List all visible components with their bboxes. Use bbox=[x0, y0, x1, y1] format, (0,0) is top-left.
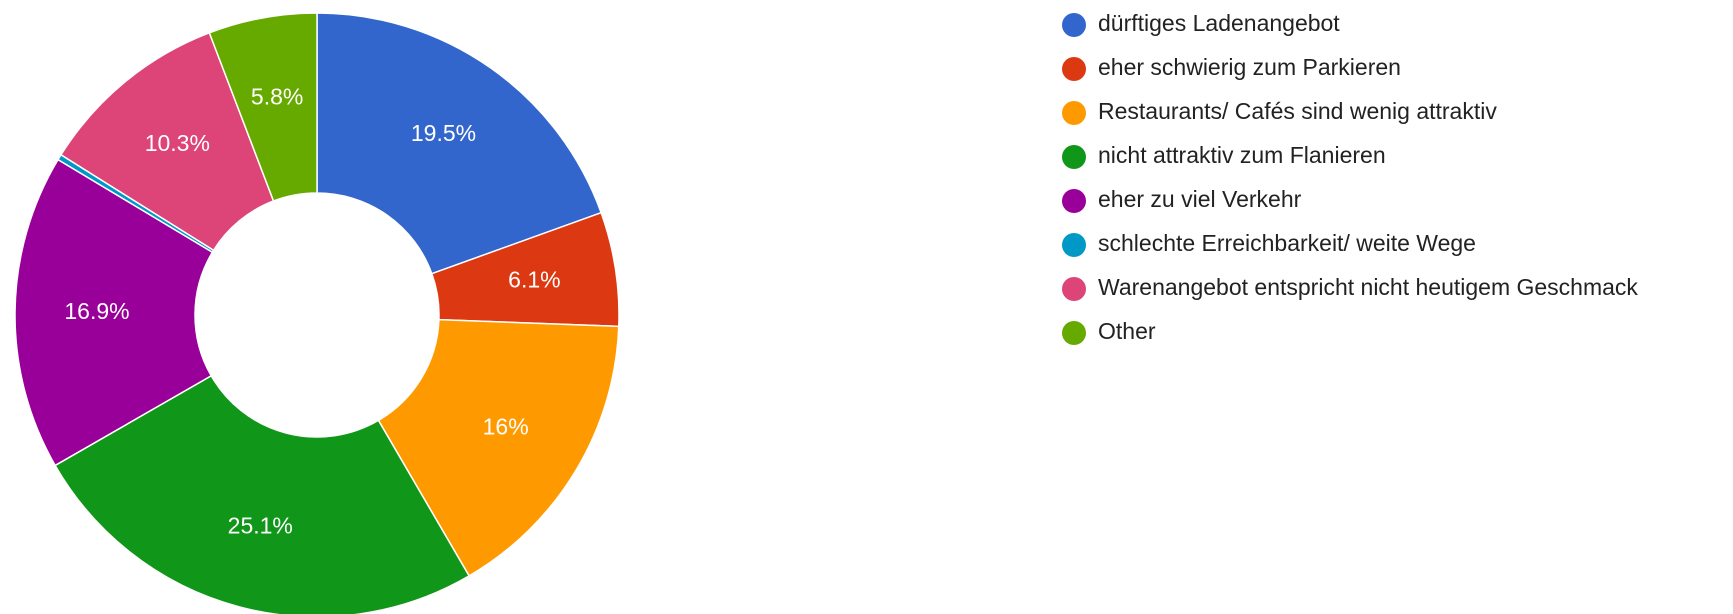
legend-label: Restaurants/ Cafés sind wenig attraktiv bbox=[1098, 98, 1497, 124]
slice bbox=[208, 12, 318, 202]
value-label: 16% bbox=[483, 413, 529, 439]
slice bbox=[377, 318, 620, 577]
value-label: 19.5% bbox=[411, 120, 476, 146]
legend-label: Warenangebot entspricht nicht heutigem G… bbox=[1098, 274, 1638, 300]
slice bbox=[59, 31, 275, 252]
value-label: 10.3% bbox=[145, 130, 210, 156]
legend-swatch bbox=[1062, 57, 1086, 81]
legend-label: eher zu viel Verkehr bbox=[1098, 186, 1302, 212]
slice bbox=[54, 374, 471, 614]
legend-swatch bbox=[1062, 277, 1086, 301]
legend-label: dürftiges Ladenangebot bbox=[1098, 10, 1340, 36]
value-label: 5.8% bbox=[251, 84, 303, 110]
legend-swatch bbox=[1062, 145, 1086, 169]
value-label: 25.1% bbox=[228, 513, 293, 539]
legend-swatch bbox=[1062, 233, 1086, 257]
legend-swatch bbox=[1062, 189, 1086, 213]
legend-label: Other bbox=[1098, 318, 1156, 344]
legend-swatch bbox=[1062, 321, 1086, 345]
legend-label: nicht attraktiv zum Flanieren bbox=[1098, 142, 1386, 168]
slice bbox=[14, 158, 214, 467]
value-label: 6.1% bbox=[508, 266, 560, 292]
value-label: 16.9% bbox=[64, 298, 129, 324]
legend-label: eher schwierig zum Parkieren bbox=[1098, 54, 1401, 80]
slice bbox=[316, 12, 603, 275]
legend-swatch bbox=[1062, 101, 1086, 125]
legend-label: schlechte Erreichbarkeit/ weite Wege bbox=[1098, 230, 1476, 256]
legend-swatch bbox=[1062, 13, 1086, 37]
